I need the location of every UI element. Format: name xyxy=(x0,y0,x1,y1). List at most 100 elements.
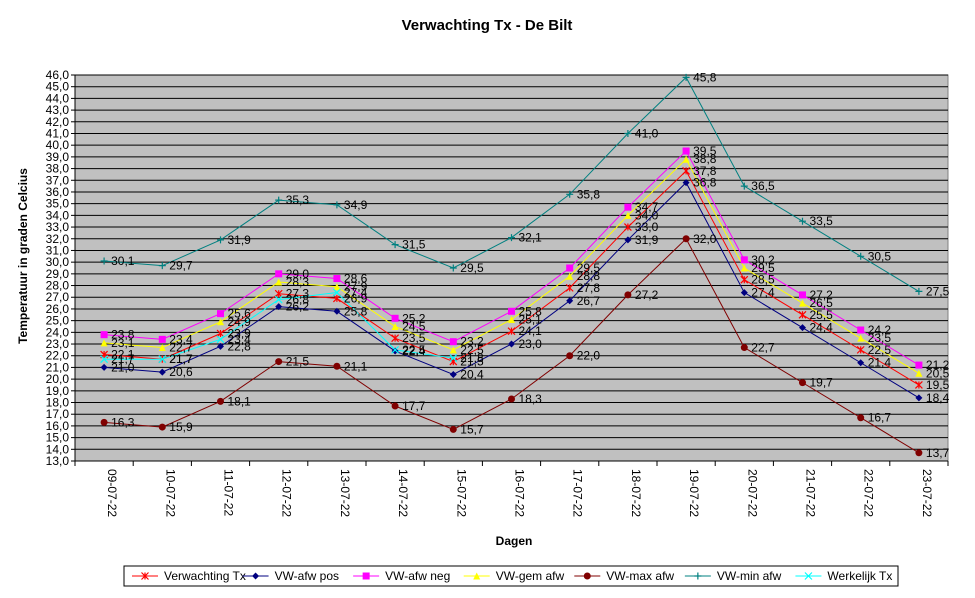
x-tick-label: 22-07-22 xyxy=(862,469,876,517)
series-markers xyxy=(100,73,923,457)
data-point xyxy=(274,289,283,298)
legend-label: VW-afw pos xyxy=(275,569,339,583)
data-point xyxy=(158,262,166,270)
y-tick-label: 13,0 xyxy=(46,454,70,468)
data-point xyxy=(915,394,923,402)
data-point xyxy=(798,310,807,319)
data-point xyxy=(740,275,749,284)
data-label: 16,3 xyxy=(111,415,135,429)
data-label: 27,4 xyxy=(751,286,775,300)
y-tick-label: 34,0 xyxy=(46,208,70,222)
x-tick-label: 17-07-22 xyxy=(571,469,585,517)
data-label: 23,9 xyxy=(228,327,252,341)
data-point xyxy=(740,289,748,297)
y-tick-label: 32,0 xyxy=(46,232,70,246)
legend: Verwachting Tx VW-afw pos VW-afw neg VW-gem… xyxy=(123,565,899,587)
data-label: 27,8 xyxy=(577,281,601,295)
data-point xyxy=(857,326,865,334)
y-tick-label: 36,0 xyxy=(46,185,70,199)
data-point xyxy=(449,357,458,366)
data-label: 30,1 xyxy=(111,254,135,268)
data-point xyxy=(624,236,632,244)
data-point xyxy=(100,363,108,371)
data-label: 27,9 xyxy=(344,280,368,294)
data-label: 28,8 xyxy=(577,269,601,283)
data-point xyxy=(682,155,690,163)
data-label: 21,8 xyxy=(460,351,484,365)
data-point xyxy=(857,359,865,367)
data-point xyxy=(217,342,224,350)
y-tick-label: 39,0 xyxy=(46,150,70,164)
data-label: 27,3 xyxy=(286,287,310,301)
data-label: 26,2 xyxy=(286,300,310,314)
data-point xyxy=(583,572,591,580)
data-point xyxy=(694,572,702,580)
data-point xyxy=(507,327,516,336)
data-label: 29,7 xyxy=(169,259,193,273)
data-point xyxy=(275,270,283,278)
data-label: 18,1 xyxy=(228,394,252,408)
data-label: 41,0 xyxy=(635,126,659,140)
data-point xyxy=(857,334,865,342)
data-label: 22,1 xyxy=(111,348,135,362)
data-label: 22,5 xyxy=(402,343,426,357)
data-point xyxy=(449,354,458,362)
legend-label: Werkelijk Tx xyxy=(827,569,892,583)
data-label: 29,0 xyxy=(286,267,310,281)
data-label: 36,5 xyxy=(751,179,775,193)
data-point xyxy=(799,324,806,332)
data-point xyxy=(856,345,865,354)
data-label: 18,4 xyxy=(926,391,950,405)
data-point xyxy=(391,334,400,343)
data-point xyxy=(100,355,109,364)
data-label: 24,9 xyxy=(228,315,252,329)
x-tick-label: 14-07-22 xyxy=(396,469,410,517)
data-point xyxy=(333,275,341,283)
data-point xyxy=(449,346,457,354)
data-point xyxy=(100,331,108,339)
y-tick-label: 17,0 xyxy=(46,407,70,421)
data-point xyxy=(624,291,632,299)
data-label: 30,5 xyxy=(868,249,892,263)
data-label: 26,8 xyxy=(286,293,310,307)
x-tick-label: 20-07-22 xyxy=(745,469,759,517)
data-label: 21,7 xyxy=(111,352,135,366)
data-point xyxy=(508,234,515,242)
y-tick-label: 20,0 xyxy=(46,372,70,386)
x-tick-label: 09-07-22 xyxy=(105,469,119,517)
data-point xyxy=(252,572,260,580)
data-point xyxy=(508,395,515,403)
data-point xyxy=(624,203,632,211)
data-label: 19,7 xyxy=(810,376,834,390)
data-label: 22,0 xyxy=(577,349,601,363)
data-point xyxy=(566,272,574,280)
legend-box xyxy=(123,565,899,587)
data-label: 26,7 xyxy=(577,294,601,308)
data-point xyxy=(566,352,574,360)
data-point xyxy=(857,414,865,422)
data-point xyxy=(799,299,806,307)
data-label: 21,5 xyxy=(460,355,484,369)
x-tick-label: 23-07-22 xyxy=(920,469,934,517)
data-point xyxy=(624,211,632,219)
data-point xyxy=(275,196,283,204)
y-tick-label: 43,0 xyxy=(46,103,70,117)
data-point xyxy=(566,264,574,272)
data-point xyxy=(566,190,574,198)
data-labels: 22,1 21,723,927,3 26,923,521,524,127,833,0… xyxy=(111,70,949,459)
y-tick-label: 37,0 xyxy=(46,173,70,187)
data-label: 25,5 xyxy=(810,308,834,322)
data-label: 20,4 xyxy=(460,367,484,381)
data-point xyxy=(566,297,574,305)
data-point xyxy=(915,369,923,377)
data-point xyxy=(914,381,923,389)
y-tick-label: 28,0 xyxy=(46,279,70,293)
data-point xyxy=(915,361,923,369)
data-point xyxy=(100,418,108,426)
data-label: 21,1 xyxy=(344,359,368,373)
data-point xyxy=(799,379,806,387)
y-tick-label: 30,0 xyxy=(46,255,70,269)
data-label: 38,8 xyxy=(693,152,717,166)
y-tick-label: 42,0 xyxy=(46,115,70,129)
